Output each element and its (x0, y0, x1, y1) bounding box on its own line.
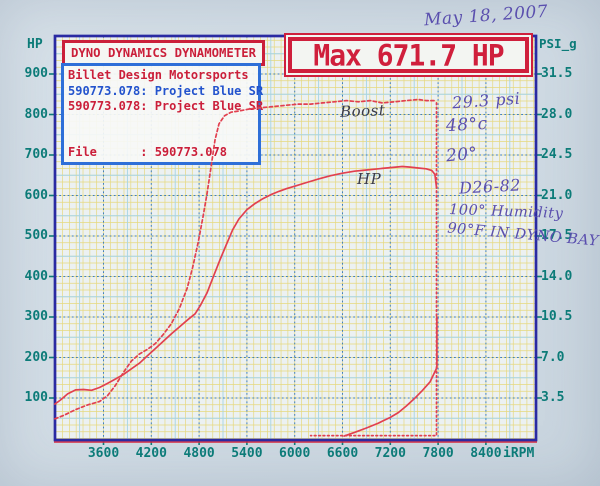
left-axis-tick: 800 (24, 106, 48, 122)
x-axis-tick: 4800 (183, 446, 215, 461)
handwritten-note: D26-82 (458, 175, 522, 198)
right-axis-tick: 24.5 (541, 147, 573, 162)
right-axis-title: PSI_g (539, 36, 577, 51)
info-file-line: File : 590773.078 (68, 144, 227, 159)
x-axis-tick: 7800 (422, 446, 454, 461)
x-axis-tick: 7200 (374, 446, 406, 461)
info-run-2: 590773.078: Project Blue SR (68, 99, 264, 113)
hp-curve-label: HP (357, 170, 382, 188)
max-hp-box: Max 671.7 HP (284, 33, 533, 77)
handwritten-note: 20° (445, 143, 479, 167)
left-axis-tick: 400 (24, 268, 48, 284)
left-axis-tick: 700 (24, 147, 48, 162)
left-axis-tick: 200 (24, 349, 48, 365)
x-axis-tick: 3600 (87, 446, 120, 461)
dyno-title: DYNO DYNAMICS DYNAMOMETER (70, 46, 257, 60)
max-hp-box-inner: Max 671.7 HP (288, 37, 529, 73)
left-axis-tick: 900 (24, 66, 48, 81)
max-hp-value: Max 671.7 HP (313, 37, 504, 73)
left-axis-tick: 600 (24, 187, 48, 203)
x-axis-tick: 6000 (279, 446, 311, 461)
right-axis-tick: 7.0 (541, 349, 565, 365)
left-axis-title: HP (27, 37, 43, 52)
info-shop-name: Billet Design Motorsports (68, 68, 249, 82)
x-axis-unit-label: iRPM (503, 446, 535, 461)
x-axis-tick: 4200 (135, 446, 167, 461)
right-axis-tick: 17.5 (541, 228, 573, 243)
x-axis-tick: 8400 (470, 446, 502, 461)
info-run-1: 590773.078: Project Blue SR (68, 83, 264, 98)
left-axis-tick: 500 (24, 228, 48, 243)
x-axis-tick: 5400 (231, 446, 263, 461)
right-axis-tick: 3.5 (541, 390, 565, 405)
run-info-box: Billet Design Motorsports 590773.078: Pr… (61, 63, 264, 165)
x-axis-tick: 6600 (326, 446, 359, 461)
right-axis-tick: 31.5 (541, 66, 573, 81)
left-axis-tick: 300 (24, 309, 48, 324)
boost-curve-label: Boost (339, 101, 386, 121)
right-axis-tick: 21.0 (541, 187, 573, 203)
handwritten-note: 48°c (445, 113, 489, 137)
right-axis-tick: 10.5 (541, 309, 573, 324)
right-axis-tick: 28.0 (541, 106, 573, 122)
left-axis-tick: 100 (24, 390, 48, 405)
dyno-title-box: DYNO DYNAMICS DYNAMOMETER (62, 40, 265, 66)
right-axis-tick: 14.0 (541, 268, 573, 284)
